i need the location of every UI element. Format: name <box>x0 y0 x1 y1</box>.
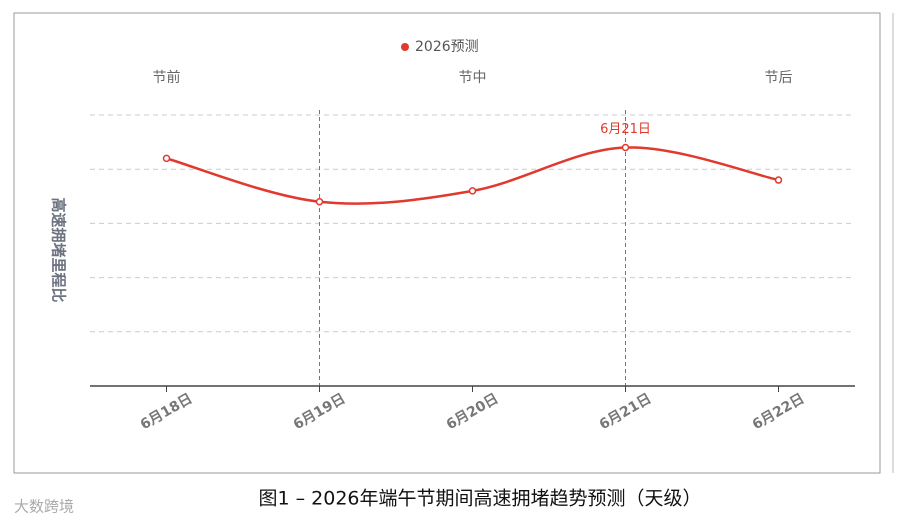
point <box>621 143 630 152</box>
chart-frame <box>13 12 881 474</box>
point <box>468 187 477 195</box>
phase-label: 节后 <box>765 70 793 86</box>
phase-label: 节前 <box>153 69 181 86</box>
point <box>315 197 324 206</box>
caption: 图1 – 2026年端午节期间高速拥堵趋势预测（天级） <box>258 488 701 510</box>
watermark: 大数跨境 <box>14 498 74 516</box>
point <box>774 176 783 184</box>
point <box>162 154 171 163</box>
legend-label: 2026预测 <box>415 39 479 55</box>
legend-marker <box>401 43 409 51</box>
point-label: 6月21日 <box>600 122 651 137</box>
phase-label: 节中 <box>459 70 487 86</box>
y-axis-title: 高速拥堵里程比 <box>50 197 68 302</box>
